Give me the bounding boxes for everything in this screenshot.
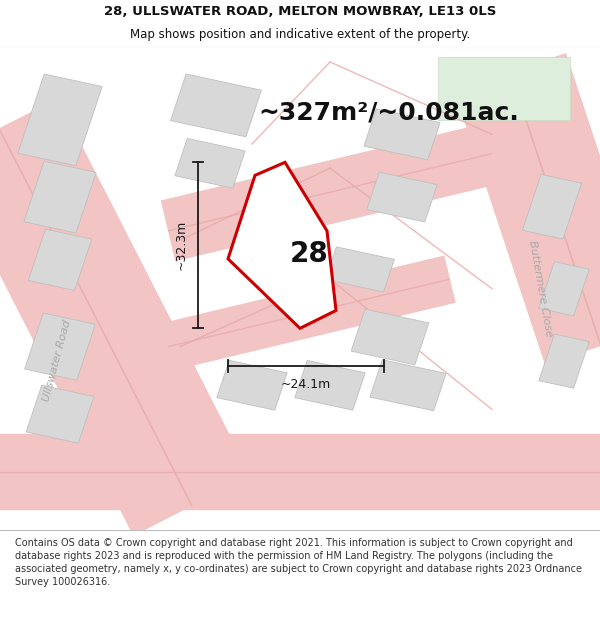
Bar (24, 161, 96, 233)
Bar (18, 74, 102, 166)
Text: Contains OS data © Crown copyright and database right 2021. This information is : Contains OS data © Crown copyright and d… (15, 538, 582, 588)
Bar (326, 247, 394, 292)
Bar (26, 385, 94, 443)
Bar (364, 109, 440, 160)
Bar (217, 361, 287, 410)
Text: ~24.1m: ~24.1m (281, 378, 331, 391)
Bar (370, 360, 446, 411)
Bar (25, 313, 95, 380)
FancyBboxPatch shape (438, 57, 570, 120)
Bar (175, 138, 245, 188)
Bar (351, 309, 429, 365)
Bar (539, 262, 589, 316)
Text: Map shows position and indicative extent of the property.: Map shows position and indicative extent… (130, 28, 470, 41)
Text: 28: 28 (290, 240, 329, 268)
Bar (295, 361, 365, 410)
Bar (367, 173, 437, 222)
Text: Ullswater Road: Ullswater Road (41, 319, 73, 403)
Text: ~327m²/~0.081ac.: ~327m²/~0.081ac. (258, 101, 519, 124)
Bar (28, 229, 92, 291)
Bar (539, 334, 589, 388)
Text: 28, ULLSWATER ROAD, MELTON MOWBRAY, LE13 0LS: 28, ULLSWATER ROAD, MELTON MOWBRAY, LE13… (104, 6, 496, 18)
Polygon shape (228, 162, 336, 328)
Bar (170, 74, 262, 137)
Text: ~32.3m: ~32.3m (174, 220, 187, 271)
Bar (523, 174, 581, 239)
Text: Buttermere Close: Buttermere Close (527, 240, 553, 338)
